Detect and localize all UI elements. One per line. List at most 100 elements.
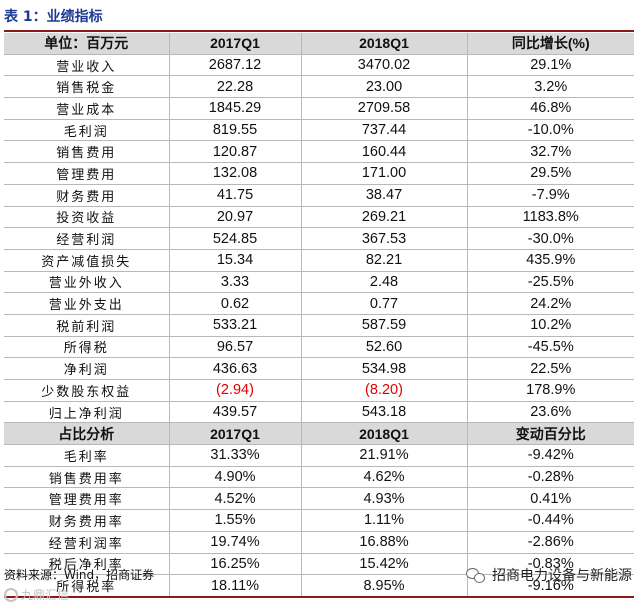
table-cell: 82.21: [301, 249, 468, 272]
table-cell: (8.20): [301, 379, 468, 402]
row-label: 营业外支出: [4, 292, 170, 315]
table-cell: 0.41%: [467, 487, 634, 511]
row-label: 营业收入: [4, 54, 170, 77]
table-cell: 132.08: [169, 162, 302, 185]
table-cell: 435.9%: [467, 249, 634, 272]
table-cell: 19.74%: [169, 531, 302, 554]
table-cell: 367.53: [301, 227, 468, 250]
row-label: 毛利率: [4, 444, 170, 467]
column-header: 占比分析: [4, 422, 170, 446]
table-row: 财务费用率 1.55% 1.11% -0.44%: [4, 509, 634, 532]
table-cell: 3470.02: [301, 54, 468, 77]
table-cell: 21.91%: [301, 444, 468, 467]
table-cell: 160.44: [301, 140, 468, 164]
table-cell: -25.5%: [467, 271, 634, 294]
table-cell: 178.9%: [467, 379, 634, 402]
table-cell: -9.42%: [467, 444, 634, 467]
table-cell: 24.2%: [467, 292, 634, 315]
table-cell: -30.0%: [467, 227, 634, 250]
row-label: 税前利润: [4, 314, 170, 337]
table-cell: 3.33: [169, 271, 302, 294]
header-row: 单位：百万元 2017Q1 2018Q1 同比增长(%): [4, 33, 634, 55]
table-cell: 29.1%: [467, 54, 634, 77]
table-cell: 171.00: [301, 162, 468, 185]
table-cell: 23.6%: [467, 401, 634, 424]
table-cell: 22.5%: [467, 357, 634, 380]
column-header: 变动百分比: [467, 422, 634, 446]
brand-name: 招商电力设备与新能源: [492, 568, 632, 584]
row-label: 销售费用率: [4, 466, 170, 489]
row-label: 经营利润率: [4, 531, 170, 554]
table-cell: 2687.12: [169, 54, 302, 77]
column-header: 2017Q1: [169, 33, 302, 55]
table-row: 投资收益 20.97 269.21 1183.8%: [4, 206, 634, 229]
table-cell: 32.7%: [467, 140, 634, 164]
table-row: 销售费用率 4.90% 4.62% -0.28%: [4, 466, 634, 489]
column-header: 同比增长(%): [467, 33, 634, 55]
row-label: 所得税率: [4, 574, 170, 598]
table-row: 营业外支出 0.62 0.77 24.2%: [4, 292, 634, 315]
table-row: 经营利润 524.85 367.53 -30.0%: [4, 227, 634, 250]
row-label: 毛利润: [4, 119, 170, 142]
row-label: 管理费用: [4, 162, 170, 185]
table-cell: 8.95%: [301, 574, 468, 598]
row-label: 净利润: [4, 357, 170, 380]
table-cell: 543.18: [301, 401, 468, 424]
table-cell: 1183.8%: [467, 206, 634, 229]
table-cell: 96.57: [169, 336, 302, 359]
table-cell: -7.9%: [467, 184, 634, 207]
row-label: 资产减值损失: [4, 249, 170, 272]
table-row: 所得税率 18.11% 8.95% -9.16%: [4, 574, 634, 598]
column-header: 2018Q1: [301, 33, 468, 55]
table-cell: 23.00: [301, 75, 468, 99]
table-cell: 269.21: [301, 206, 468, 229]
table-cell: 2.48: [301, 271, 468, 294]
column-header: 2018Q1: [301, 422, 468, 446]
table-cell: 31.33%: [169, 444, 302, 467]
row-label: 少数股东权益: [4, 379, 170, 402]
row-label: 所得税: [4, 336, 170, 359]
row-label: 投资收益: [4, 206, 170, 229]
table-cell: 120.87: [169, 140, 302, 164]
table-cell: 4.90%: [169, 466, 302, 489]
table-cell: 819.55: [169, 119, 302, 142]
table-cell: 4.62%: [301, 466, 468, 489]
row-label: 归上净利润: [4, 401, 170, 424]
table-row: 销售税金 22.28 23.00 3.2%: [4, 75, 634, 99]
table-cell: 3.2%: [467, 75, 634, 99]
table-cell: 0.62: [169, 292, 302, 315]
table-row: 管理费用率 4.52% 4.93% 0.41%: [4, 487, 634, 511]
table-row: 管理费用 132.08 171.00 29.5%: [4, 162, 634, 185]
header-row: 占比分析 2017Q1 2018Q1 变动百分比: [4, 422, 634, 446]
table-cell: 587.59: [301, 314, 468, 337]
table-cell: 4.93%: [301, 487, 468, 511]
watermark-text: 九鼎汇信: [21, 588, 70, 602]
table-row: 营业成本 1845.29 2709.58 46.8%: [4, 97, 634, 120]
table-row: 所得税 96.57 52.60 -45.5%: [4, 336, 634, 359]
row-label: 销售费用: [4, 140, 170, 164]
table-cell: 534.98: [301, 357, 468, 380]
table-cell: 737.44: [301, 119, 468, 142]
table-row: 毛利率 31.33% 21.91% -9.42%: [4, 444, 634, 467]
table-row: 税前利润 533.21 587.59 10.2%: [4, 314, 634, 337]
watermark-logo-icon: [4, 587, 18, 602]
performance-table: 单位：百万元 2017Q1 2018Q1 同比增长(%) 营业收入 2687.12 3470…: [4, 33, 634, 598]
table-cell: 10.2%: [467, 314, 634, 337]
table-cell: -0.44%: [467, 509, 634, 532]
column-header: 单位：百万元: [4, 33, 170, 55]
table-cell: (2.94): [169, 379, 302, 402]
table-cell: 1.55%: [169, 509, 302, 532]
source-note: 资料来源：Wind，招商证券: [4, 568, 155, 582]
table-cell: 2709.58: [301, 97, 468, 120]
table-row: 财务费用 41.75 38.47 -7.9%: [4, 184, 634, 207]
row-label: 销售税金: [4, 75, 170, 99]
table-row: 营业收入 2687.12 3470.02 29.1%: [4, 54, 634, 77]
table-cell: 41.75: [169, 184, 302, 207]
table-cell: -0.28%: [467, 466, 634, 489]
table-cell: -45.5%: [467, 336, 634, 359]
table-cell: 0.77: [301, 292, 468, 315]
table-row: 归上净利润 439.57 543.18 23.6%: [4, 401, 634, 424]
table-cell: 439.57: [169, 401, 302, 424]
table-row: 税后净利率 16.25% 15.42% -0.83%: [4, 553, 634, 576]
table-cell: -0.83%: [467, 553, 634, 576]
